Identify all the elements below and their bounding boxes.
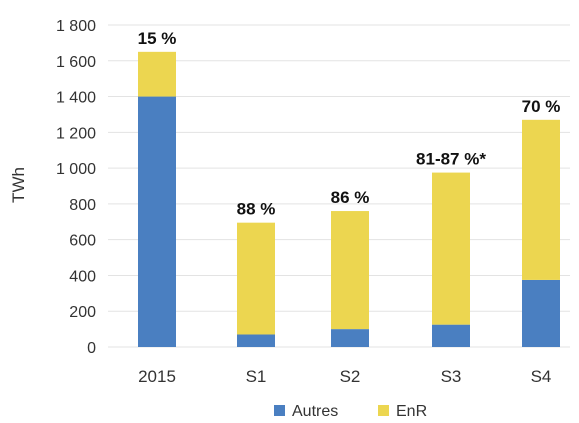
bar-segment-autres (331, 329, 369, 347)
x-axis: 2015 S1 S2 S3 S4 (138, 367, 551, 386)
x-tick-label: S3 (441, 367, 462, 386)
gridlines (108, 24, 570, 348)
y-tick-label: 600 (69, 233, 96, 250)
y-tick-label: 1 200 (56, 125, 96, 142)
bar-share-label: 70 % (522, 97, 561, 116)
bar-segment-enr (432, 172, 470, 325)
y-tick-label: 1 600 (56, 54, 96, 71)
bar-segment-enr (138, 51, 176, 97)
bar-segment-enr (237, 222, 275, 335)
bar-segment-autres (237, 334, 275, 347)
y-tick-label: 800 (69, 197, 96, 214)
y-tick-label: 0 (87, 340, 96, 357)
y-tick-label: 1 800 (56, 18, 96, 35)
y-axis: 0 200 400 600 800 1 000 1 200 1 400 1 600 1 800 (56, 18, 96, 357)
y-tick-label: 1 400 (56, 90, 96, 107)
x-tick-label: S1 (246, 367, 267, 386)
x-tick-label: 2015 (138, 367, 176, 386)
bar-share-label: 86 % (331, 188, 370, 207)
y-tick-label: 1 000 (56, 161, 96, 178)
y-tick-label: 200 (69, 304, 96, 321)
legend-label: EnR (396, 403, 427, 420)
y-axis-label: TWh (9, 167, 28, 203)
bar-share-label: 81-87 %* (416, 150, 486, 169)
bar-segment-enr (522, 119, 560, 280)
bar-segment-autres (138, 96, 176, 347)
bar-labels: 15 % 88 % 86 % 81-87 %* 70 % (138, 29, 561, 219)
x-tick-label: S4 (531, 367, 552, 386)
y-tick-label: 400 (69, 268, 96, 285)
x-tick-label: S2 (340, 367, 361, 386)
bars (138, 51, 560, 347)
bar-share-label: 15 % (138, 29, 177, 48)
bar-segment-autres (522, 279, 560, 347)
legend-swatch (274, 405, 285, 416)
bar-segment-enr (331, 211, 369, 330)
bar-share-label: 88 % (237, 200, 276, 219)
legend-label: Autres (292, 403, 338, 420)
bar-segment-autres (432, 324, 470, 347)
legend: Autres EnR (274, 403, 427, 420)
legend-swatch (378, 405, 389, 416)
